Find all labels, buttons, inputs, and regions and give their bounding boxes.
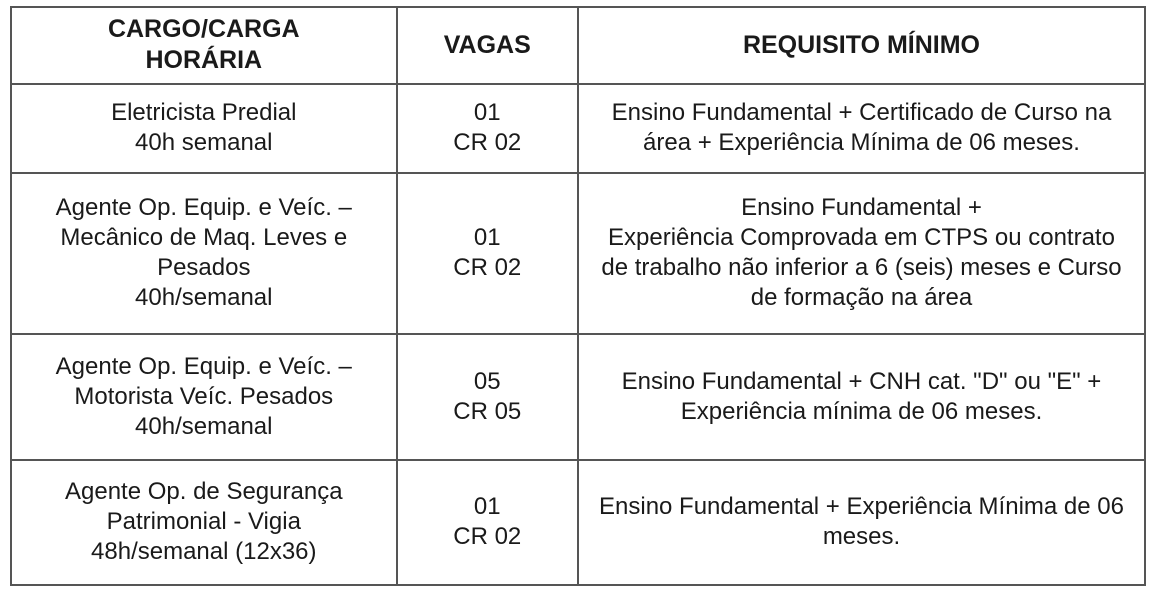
header-requisito: REQUISITO MÍNIMO (578, 7, 1145, 84)
requisito-cell: Ensino Fundamental + CNH cat. "D" ou "E"… (578, 334, 1145, 459)
cargo-line: Patrimonial - Vigia (26, 507, 382, 537)
requisito-line: Ensino Fundamental + (593, 193, 1130, 223)
cargo-cell: Eletricista Predial 40h semanal (11, 84, 397, 173)
vagas-cell: 01 CR 02 (397, 84, 578, 173)
vagas-line: CR 02 (412, 253, 563, 283)
header-vagas: VAGAS (397, 7, 578, 84)
header-cargo: CARGO/CARGA HORÁRIA (11, 7, 397, 84)
vagas-line: 05 (412, 367, 563, 397)
vagas-line: CR 02 (412, 522, 563, 552)
vagas-line: 01 (412, 492, 563, 522)
cargo-line: Pesados (26, 253, 382, 283)
cargo-line: Eletricista Predial (26, 98, 382, 128)
table-row: Eletricista Predial 40h semanal 01 CR 02… (11, 84, 1145, 173)
cargo-line: Agente Op. Equip. e Veíc. – (26, 193, 382, 223)
table-header-row: CARGO/CARGA HORÁRIA VAGAS REQUISITO MÍNI… (11, 7, 1145, 84)
cargo-line: Mecânico de Maq. Leves e (26, 223, 382, 253)
requisito-cell: Ensino Fundamental + Certificado de Curs… (578, 84, 1145, 173)
cargo-cell: Agente Op. Equip. e Veíc. – Motorista Ve… (11, 334, 397, 459)
vagas-line: CR 02 (412, 128, 563, 158)
vagas-line: CR 05 (412, 397, 563, 427)
cargo-line: 48h/semanal (12x36) (26, 537, 382, 567)
cargo-line: 40h/semanal (26, 283, 382, 313)
vagas-line: 01 (412, 98, 563, 128)
requisito-cell: Ensino Fundamental + Experiência Comprov… (578, 173, 1145, 335)
vagas-cell: 01 CR 02 (397, 173, 578, 335)
requisito-cell: Ensino Fundamental + Experiência Mínima … (578, 460, 1145, 585)
table-row: Agente Op. Equip. e Veíc. – Mecânico de … (11, 173, 1145, 335)
vagas-cell: 05 CR 05 (397, 334, 578, 459)
requisito-line: Experiência Comprovada em CTPS ou contra… (593, 223, 1130, 313)
cargo-line: Agente Op. de Segurança (26, 477, 382, 507)
jobs-table: CARGO/CARGA HORÁRIA VAGAS REQUISITO MÍNI… (10, 6, 1146, 586)
cargo-cell: Agente Op. de Segurança Patrimonial - Vi… (11, 460, 397, 585)
cargo-cell: Agente Op. Equip. e Veíc. – Mecânico de … (11, 173, 397, 335)
vagas-cell: 01 CR 02 (397, 460, 578, 585)
cargo-line: 40h semanal (26, 128, 382, 158)
vagas-line: 01 (412, 223, 563, 253)
header-cargo-line2: HORÁRIA (26, 45, 382, 76)
cargo-line: 40h/semanal (26, 412, 382, 442)
table-row: Agente Op. Equip. e Veíc. – Motorista Ve… (11, 334, 1145, 459)
header-cargo-line1: CARGO/CARGA (26, 14, 382, 45)
cargo-line: Agente Op. Equip. e Veíc. – (26, 352, 382, 382)
table-row: Agente Op. de Segurança Patrimonial - Vi… (11, 460, 1145, 585)
cargo-line: Motorista Veíc. Pesados (26, 382, 382, 412)
